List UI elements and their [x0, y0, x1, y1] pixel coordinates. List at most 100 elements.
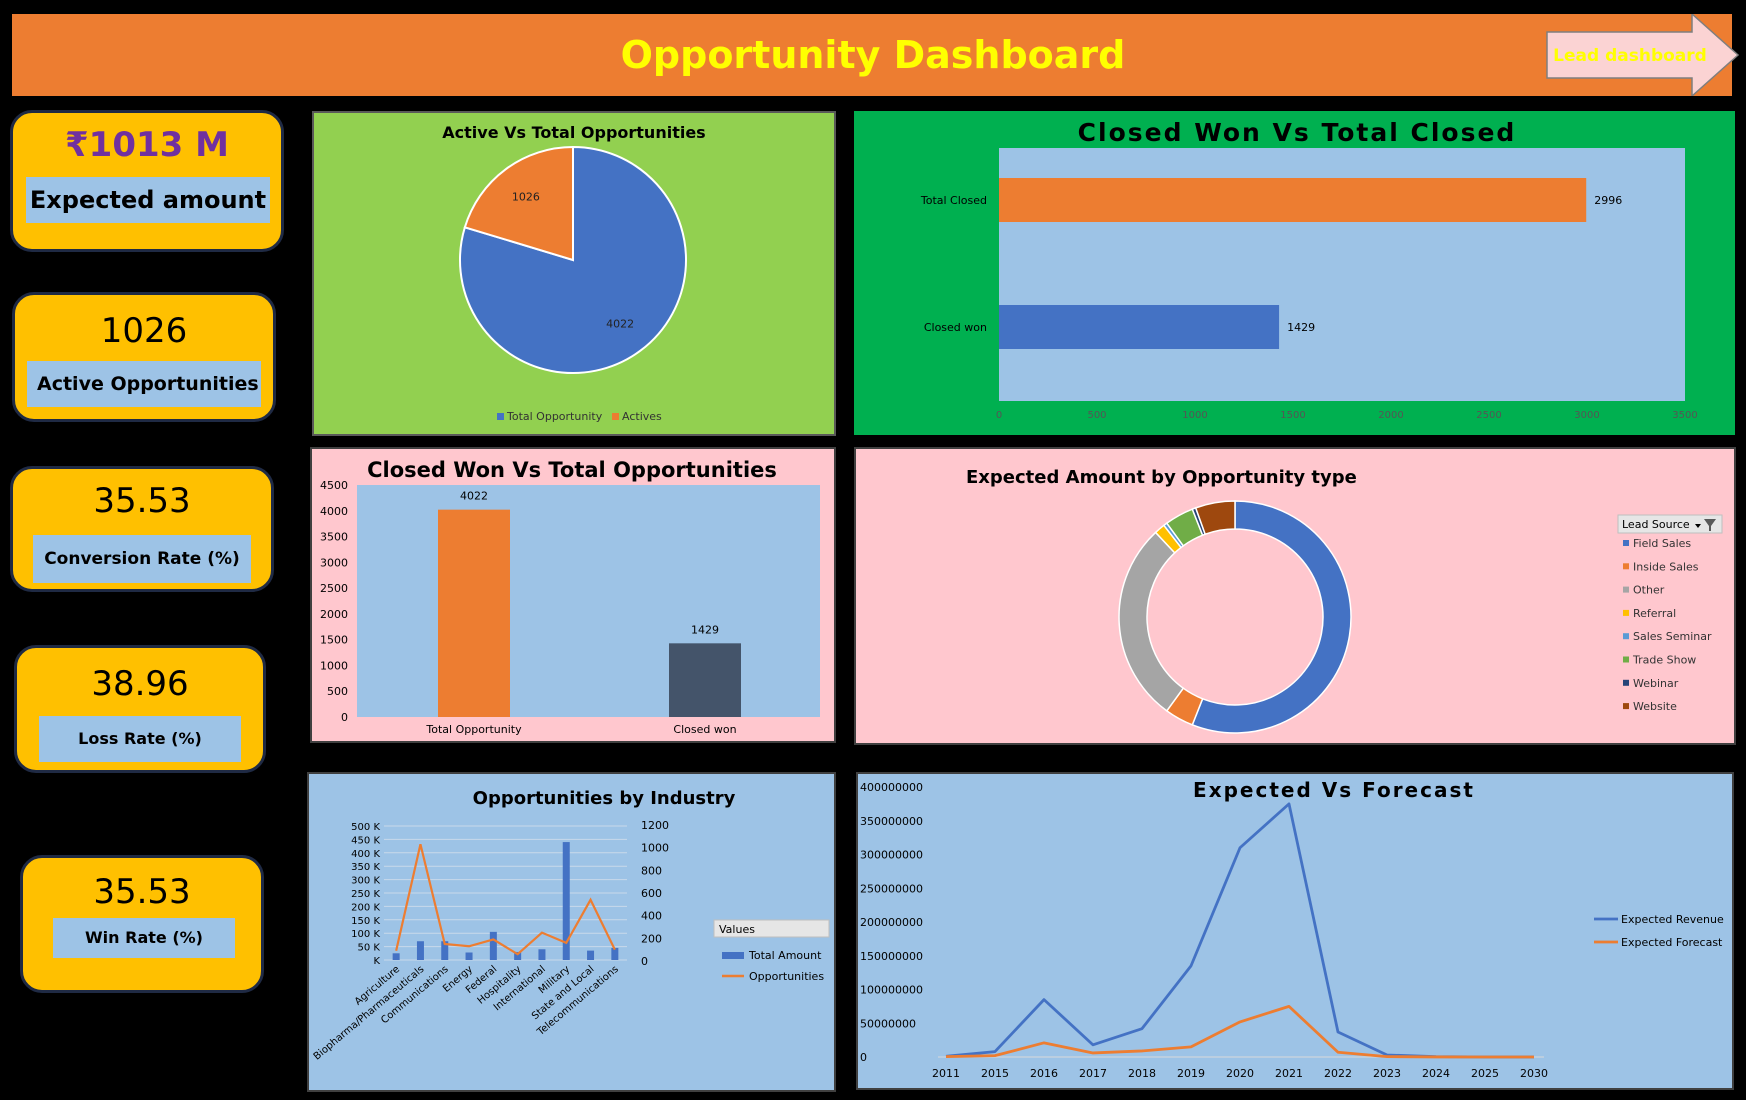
legend-label: Total Opportunity: [506, 410, 603, 423]
legend-label: Opportunities: [749, 970, 824, 983]
tick-label: 400 K: [351, 849, 380, 860]
tick-label: 3000: [1574, 410, 1599, 421]
legend-swatch: [1623, 540, 1629, 546]
legend-title: Values: [719, 923, 755, 936]
tick-label: 400000000: [860, 781, 923, 794]
chart-title: Expected Amount by Opportunity type: [966, 467, 1357, 488]
category-label: Total Closed: [920, 194, 987, 207]
tick-label: 350000000: [860, 815, 923, 828]
kpi-label: Loss Rate (%): [39, 716, 241, 762]
header-banner: [12, 14, 1732, 96]
closed-won-vs-total-opps-chart: Closed Won Vs Total Opportunities 0 500 10…: [320, 458, 820, 736]
tick-label: 1200: [641, 819, 669, 832]
legend-label: Sales Seminar: [1633, 630, 1712, 643]
tick-label: 450 K: [351, 835, 380, 846]
tick-label: 300 K: [351, 876, 380, 887]
chart-title: Expected Vs Forecast: [1193, 778, 1475, 802]
kpi-expected-amount: ₹1013 M Expected amount: [10, 110, 284, 252]
tick-label: 2000: [1378, 410, 1403, 421]
legend-label: Website: [1633, 700, 1677, 713]
data-label: 1429: [691, 623, 719, 636]
tick-label: 2023: [1373, 1067, 1401, 1080]
bar: [587, 950, 595, 960]
tick-label: 2019: [1177, 1067, 1205, 1080]
panel-active-vs-total: Active Vs Total Opportunities 4022 1026 T…: [312, 111, 836, 436]
kpi-label: Win Rate (%): [53, 918, 235, 958]
filter-icon[interactable]: [1695, 519, 1716, 531]
legend-label: Expected Forecast: [1621, 936, 1723, 949]
tick-label: 2022: [1324, 1067, 1352, 1080]
tick-label: 2011: [932, 1067, 960, 1080]
tick-label: 1000: [641, 842, 669, 855]
page-title: Opportunity Dashboard: [620, 33, 1126, 77]
legend-swatch: [1623, 679, 1629, 686]
tick-label: 100000000: [860, 984, 923, 997]
tick-label: 1000: [320, 659, 348, 672]
bar: [669, 643, 741, 717]
data-label: 2996: [1594, 194, 1622, 207]
lead-dashboard-arrow-icon[interactable]: [1545, 14, 1740, 96]
active-vs-total-chart: Active Vs Total Opportunities 4022 1026 T…: [442, 123, 705, 423]
legend-label: Expected Revenue: [1621, 913, 1724, 926]
bar: [441, 941, 449, 960]
data-label: 4022: [606, 318, 634, 331]
opps-by-industry-chart: Opportunities by Industry K 50 K 100 K 150 …: [312, 788, 830, 1063]
kpi-value: 35.53: [93, 481, 191, 521]
data-label: 1026: [512, 190, 540, 203]
tick-label: 2021: [1275, 1067, 1303, 1080]
legend-swatch: [612, 413, 619, 420]
legend-swatch: [1623, 633, 1629, 640]
bar: [438, 509, 510, 717]
tick-label: 3500: [1672, 410, 1697, 421]
bar: [465, 952, 473, 960]
kpi-loss-rate: 38.96 Loss Rate (%): [14, 645, 266, 773]
panel-opps-by-industry: Opportunities by Industry K 50 K 100 K 150 …: [307, 772, 836, 1092]
kpi-value: 38.96: [91, 664, 189, 704]
pie-slice: [463, 145, 574, 262]
bar: [999, 178, 1587, 222]
tick-label: 4500: [320, 479, 348, 492]
legend-header: [713, 919, 830, 938]
tick-label: 200000000: [860, 916, 923, 929]
bar: [562, 842, 570, 960]
category-label: Biopharma/Pharmaceuticals: [312, 964, 427, 1063]
chart-title: Closed Won Vs Total Closed: [1078, 118, 1517, 147]
tick-label: 2018: [1128, 1067, 1156, 1080]
tick-label: 3000: [320, 556, 348, 569]
series-line: [945, 802, 1534, 1059]
tick-label: K: [373, 956, 380, 967]
legend-title: Lead Source: [1622, 518, 1690, 531]
legend-label: Referral: [1633, 607, 1676, 620]
tick-label: 250 K: [351, 889, 380, 900]
series-line: [945, 1004, 1534, 1059]
legend-label: Inside Sales: [1633, 560, 1699, 573]
kpi-value: 1026: [100, 311, 188, 351]
legend-swatch: [1623, 656, 1629, 663]
plot-area: [357, 485, 820, 717]
donut-slice: [1191, 500, 1352, 734]
tick-label: 3500: [320, 531, 348, 544]
category-label: Closed won: [924, 321, 987, 334]
tick-label: 2500: [1476, 410, 1501, 421]
lead-dashboard-button[interactable]: Lead dashboard: [1553, 46, 1707, 66]
panel-closed-won-vs-total-closed: Closed Won Vs Total Closed 2996 Total Clo…: [854, 111, 1735, 435]
expected-vs-forecast-chart: Expected Vs Forecast 0 50000000 100000000 1…: [860, 778, 1724, 1080]
bar: [489, 931, 497, 960]
legend-label: Total Amount: [748, 949, 822, 962]
bar: [538, 949, 546, 960]
chart-title: Opportunities by Industry: [473, 788, 736, 809]
category-label: Closed won: [673, 723, 736, 736]
tick-label: 4000: [320, 505, 348, 518]
tick-label: 1500: [320, 634, 348, 647]
legend-swatch: [1623, 703, 1629, 710]
tick-label: 200 K: [351, 902, 380, 913]
closed-won-vs-total-closed-chart: Closed Won Vs Total Closed 2996 Total Clo…: [920, 118, 1698, 421]
tick-label: 50000000: [860, 1017, 916, 1030]
tick-label: 2000: [320, 608, 348, 621]
legend-swatch: [722, 952, 744, 959]
tick-label: 500: [1087, 410, 1106, 421]
tick-label: 0: [641, 955, 648, 968]
donut-slice: [1118, 531, 1185, 712]
tick-label: 0: [860, 1051, 867, 1064]
tick-label: 2500: [320, 582, 348, 595]
